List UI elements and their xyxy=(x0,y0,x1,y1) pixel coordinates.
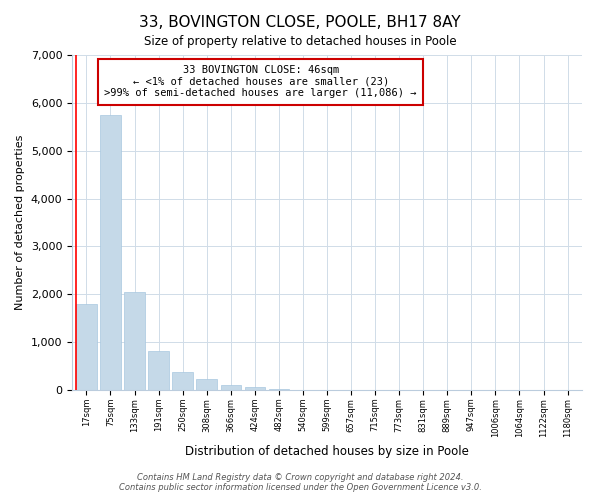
Text: Contains HM Land Registry data © Crown copyright and database right 2024.
Contai: Contains HM Land Registry data © Crown c… xyxy=(119,473,481,492)
Bar xyxy=(221,385,241,390)
X-axis label: Distribution of detached houses by size in Poole: Distribution of detached houses by size … xyxy=(185,445,469,458)
Text: 33, BOVINGTON CLOSE, POOLE, BH17 8AY: 33, BOVINGTON CLOSE, POOLE, BH17 8AY xyxy=(139,15,461,30)
Bar xyxy=(100,115,121,390)
Bar xyxy=(148,351,169,390)
Bar xyxy=(76,304,97,390)
Bar xyxy=(269,388,289,390)
Text: Size of property relative to detached houses in Poole: Size of property relative to detached ho… xyxy=(143,35,457,48)
Bar xyxy=(124,292,145,390)
Bar xyxy=(245,388,265,390)
Text: 33 BOVINGTON CLOSE: 46sqm
← <1% of detached houses are smaller (23)
>99% of semi: 33 BOVINGTON CLOSE: 46sqm ← <1% of detac… xyxy=(104,65,417,98)
Bar xyxy=(172,372,193,390)
Y-axis label: Number of detached properties: Number of detached properties xyxy=(15,135,25,310)
Bar xyxy=(196,379,217,390)
